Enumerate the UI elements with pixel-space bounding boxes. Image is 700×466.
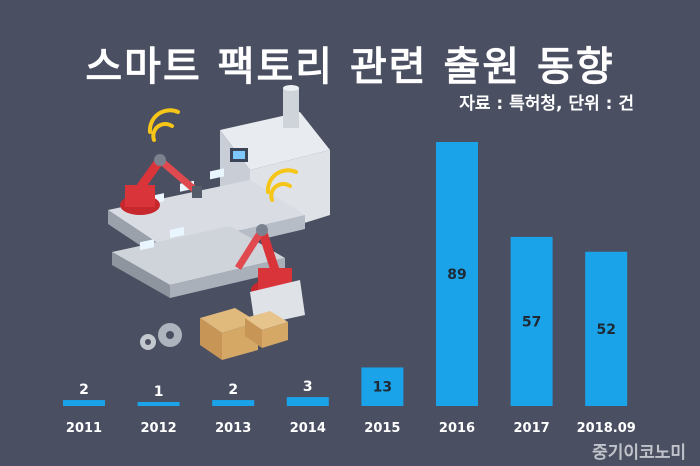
wifi-icon	[147, 108, 180, 142]
x-tick-label: 2013	[215, 421, 251, 436]
x-tick-label: 2017	[514, 421, 550, 436]
bar-2013	[212, 400, 255, 406]
data-label: 2	[79, 382, 89, 398]
x-tick-label: 2014	[290, 421, 326, 436]
x-tick-label: 2011	[66, 421, 102, 436]
x-tick-label: 2012	[141, 421, 177, 436]
page-title: 스마트 팩토리 관련 출원 동향	[85, 44, 615, 90]
source-note: 자료 : 특허청, 단위 : 건	[459, 94, 634, 114]
bar-2012	[137, 402, 180, 406]
bar-2011	[63, 400, 105, 406]
bar-2014	[286, 397, 329, 406]
wifi-icon	[265, 168, 298, 202]
gear-icon	[140, 323, 182, 350]
data-label: 1	[154, 384, 164, 400]
data-label: 52	[596, 322, 615, 338]
data-label: 3	[303, 379, 313, 395]
x-tick-label: 2016	[439, 421, 475, 436]
watermark: 중기이코노미	[592, 443, 686, 463]
x-tick-label: 2015	[364, 421, 400, 436]
x-tick-label: 2018.09	[577, 421, 636, 436]
data-label: 89	[447, 267, 466, 283]
robot-arm-icon	[120, 154, 202, 215]
bar-2017	[510, 236, 553, 406]
cardboard-box-icon	[200, 308, 288, 360]
data-label: 57	[522, 314, 541, 330]
bar-2016	[436, 142, 478, 406]
data-label: 2	[228, 382, 238, 398]
bar-2018.09	[585, 251, 628, 406]
data-label: 13	[373, 380, 392, 396]
bar-2015	[361, 367, 404, 406]
